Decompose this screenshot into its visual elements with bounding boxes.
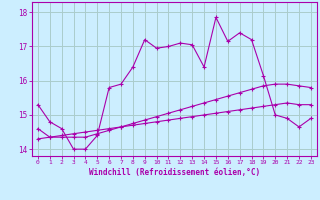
X-axis label: Windchill (Refroidissement éolien,°C): Windchill (Refroidissement éolien,°C) [89,168,260,177]
